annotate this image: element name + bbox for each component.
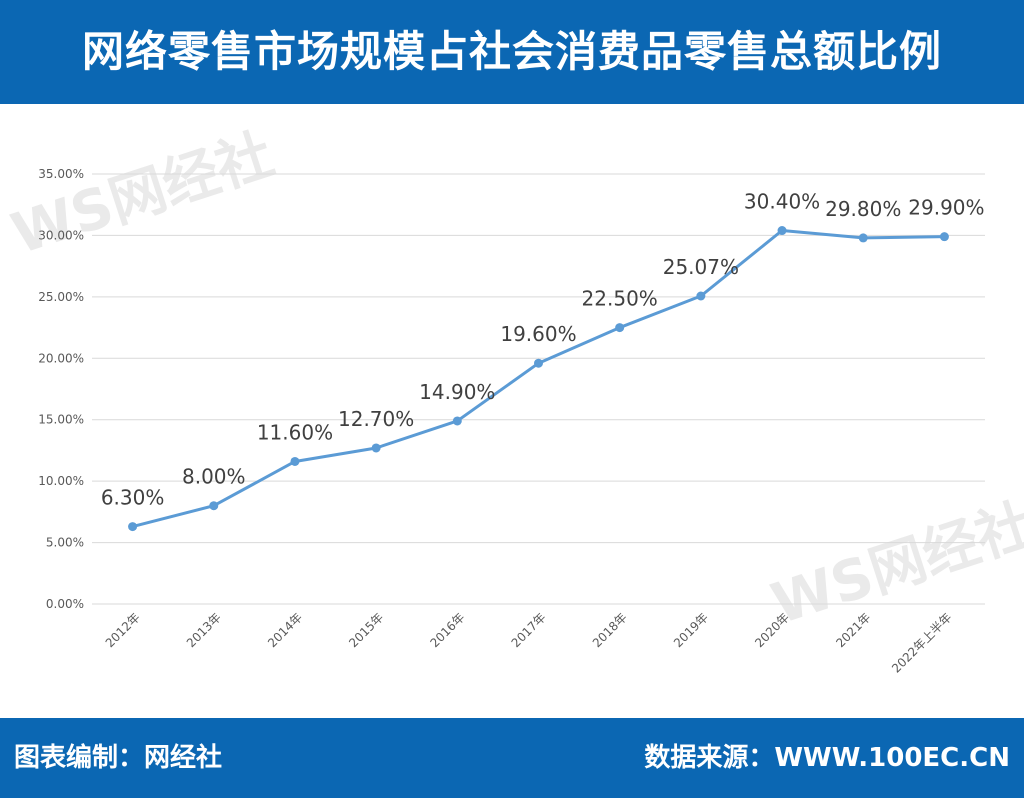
- data-label: 19.60%: [500, 322, 576, 346]
- footer-source: 数据来源：WWW.100EC.CN: [644, 743, 1010, 773]
- data-point: [209, 501, 219, 511]
- data-label: 11.60%: [257, 420, 333, 444]
- y-tick-label: 5.00%: [46, 536, 84, 550]
- series-line: 6.30% 8.00% 11.60%12.70%14.90% 19.60%22.50%…: [101, 190, 985, 532]
- x-tick-label: 2016年: [427, 610, 467, 650]
- data-label: 8.00%: [182, 465, 246, 489]
- series-polyline: [132, 229, 945, 529]
- x-tick-label: 2015年: [346, 610, 386, 650]
- y-tick-label: 15.00%: [38, 413, 84, 427]
- chart-title: 网络零售市场规模占社会消费品零售总额比例: [81, 27, 942, 76]
- line-chart: WS网经社 WS网经社 0.00% 5.00% 10.00% 15.00% 20.00%…: [4, 122, 1024, 676]
- y-axis: 0.00% 5.00% 10.00% 15.00% 20.00% 25.00% 30.00%…: [38, 167, 84, 611]
- y-tick-label: 25.00%: [38, 290, 84, 304]
- y-tick-label: 10.00%: [38, 474, 84, 488]
- data-point: [777, 226, 787, 236]
- x-tick-label: 2022年上半年: [889, 610, 954, 675]
- data-label: 12.70%: [338, 407, 414, 431]
- data-label: 22.50%: [582, 287, 658, 311]
- x-tick-label: 2014年: [265, 610, 305, 650]
- data-point: [371, 443, 381, 453]
- data-point: [452, 416, 462, 426]
- y-tick-label: 30.00%: [38, 228, 84, 242]
- header-bar: 网络零售市场规模占社会消费品零售总额比例: [0, 0, 1024, 104]
- y-tick-label: 20.00%: [38, 351, 84, 365]
- data-label: 25.07%: [663, 255, 739, 279]
- footer-credit: 图表编制：网经社: [14, 743, 223, 773]
- x-tick-label: 2018年: [590, 610, 630, 650]
- grid-lines: [92, 173, 985, 605]
- data-label: 14.90%: [419, 380, 495, 404]
- data-label: 29.80%: [825, 197, 901, 221]
- x-tick-label: 2013年: [184, 610, 224, 650]
- x-tick-label: 2019年: [671, 610, 711, 650]
- data-label: 29.90%: [908, 196, 984, 220]
- data-point: [615, 323, 625, 333]
- y-tick-label: 35.00%: [38, 167, 84, 181]
- x-tick-label: 2012年: [103, 610, 143, 650]
- watermark-logo: WS网经社: [4, 122, 281, 267]
- data-point: [696, 291, 706, 301]
- data-point: [534, 358, 543, 368]
- watermark-logo-2: WS网经社: [764, 492, 1024, 637]
- y-tick-label: 0.00%: [46, 597, 84, 611]
- data-point: [858, 233, 868, 243]
- footer-bar: 图表编制：网经社 数据来源：WWW.100EC.CN: [0, 718, 1024, 798]
- data-point: [290, 456, 300, 466]
- x-tick-label: 2017年: [509, 610, 549, 650]
- data-point: [939, 232, 949, 242]
- data-label: 6.30%: [101, 486, 165, 510]
- data-point: [128, 522, 138, 532]
- data-label: 30.40%: [744, 190, 820, 214]
